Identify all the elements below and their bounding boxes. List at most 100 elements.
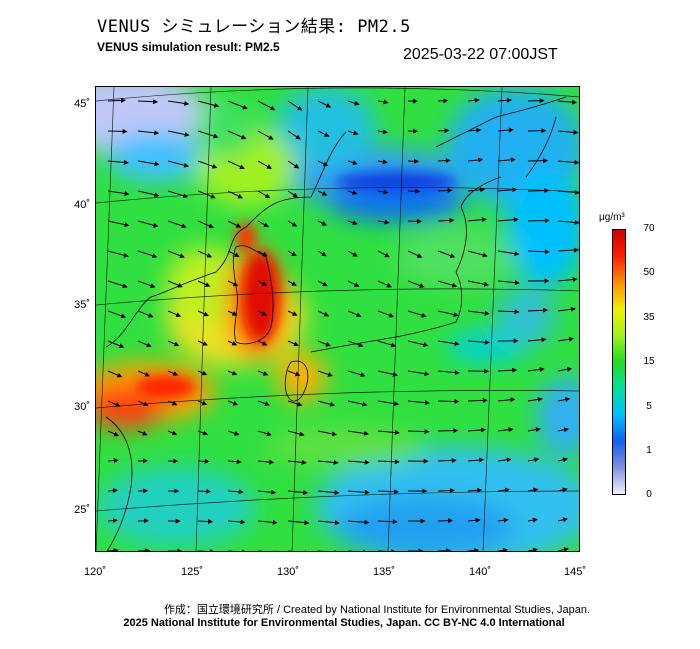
- wind-arrow: [407, 429, 430, 435]
- wind-arrow: [527, 249, 550, 255]
- wind-arrow: [227, 130, 247, 140]
- wind-arrow: [467, 517, 481, 523]
- wind-arrow: [288, 550, 310, 551]
- title-english: VENUS simulation result: PM2.5: [97, 40, 280, 54]
- wind-arrow: [287, 520, 310, 526]
- wind-arrow: [257, 489, 277, 495]
- wind-arrow: [557, 159, 579, 165]
- wind-arrow: [557, 397, 571, 402]
- wind-arrow: [377, 519, 398, 525]
- wind-arrow: [347, 459, 370, 465]
- wind-arrow: [167, 100, 190, 106]
- wind-arrow: [287, 430, 305, 437]
- wind-arrow: [107, 488, 119, 494]
- wind-arrow: [317, 160, 329, 167]
- wind-arrow: [497, 157, 516, 163]
- wind-arrow: [287, 100, 303, 111]
- lon-tick-135: 135˚: [372, 566, 396, 578]
- wind-arrow: [317, 280, 328, 287]
- lat-tick-35: 35˚: [74, 299, 90, 311]
- wind-arrow: [227, 519, 246, 525]
- wind-arrow: [137, 400, 149, 406]
- wind-arrow: [437, 370, 460, 376]
- wind-arrow: [137, 340, 152, 348]
- wind-arrow: [527, 547, 538, 551]
- wind-arrow: [437, 398, 460, 404]
- wind-arrow: [377, 459, 400, 465]
- wind-arrow: [167, 130, 190, 137]
- wind-arrow: [497, 367, 518, 373]
- colorbar-label-70: 70: [643, 223, 655, 234]
- wind-arrow: [497, 427, 514, 433]
- wind-arrow: [107, 400, 121, 407]
- wind-arrow: [257, 250, 268, 257]
- wind-arrow: [197, 458, 210, 464]
- wind-arrow: [497, 517, 509, 523]
- wind-arrow: [377, 129, 388, 135]
- wind-arrow: [497, 187, 518, 193]
- wind-arrow: [227, 310, 238, 316]
- wind-arrow: [467, 547, 480, 551]
- colorbar-label-5: 5: [646, 401, 652, 412]
- wind-arrow: [437, 280, 458, 288]
- wind-arrow: [317, 400, 336, 407]
- wind-arrow: [257, 459, 275, 465]
- wind-arrow: [557, 547, 569, 551]
- wind-arrow: [348, 549, 369, 551]
- wind-arrow: [167, 310, 182, 317]
- wind-arrow: [257, 430, 272, 437]
- wind-arrow: [258, 550, 280, 551]
- wind-arrow: [407, 370, 430, 377]
- wind-arrow: [228, 549, 248, 551]
- wind-arrow: [107, 220, 130, 228]
- wind-arrow: [467, 457, 485, 463]
- wind-arrow: [107, 340, 125, 348]
- wind-arrow: [317, 340, 331, 347]
- wind-arrow: [347, 400, 368, 407]
- wind-arrow: [167, 340, 180, 347]
- wind-arrow: [437, 310, 459, 317]
- wind-arrow: [497, 250, 520, 257]
- colorbar: [612, 229, 626, 495]
- wind-arrow: [107, 310, 127, 319]
- colorbar-unit: μg/m³: [599, 212, 625, 223]
- wind-arrow: [377, 219, 390, 225]
- forecast-timestamp: 2025-03-22 07:00JST: [403, 46, 558, 63]
- wind-arrow: [347, 100, 360, 106]
- wind-arrow: [407, 340, 429, 348]
- lat-tick-25: 25˚: [74, 504, 90, 516]
- wind-arrow: [287, 490, 309, 495]
- wind-arrow: [257, 280, 268, 286]
- wind-arrow: [497, 487, 510, 493]
- wind-arrow: [377, 250, 390, 258]
- wind-arrow: [467, 339, 490, 345]
- wind-arrow: [557, 306, 576, 312]
- wind-arrow: [527, 397, 543, 402]
- wind-arrow: [317, 459, 339, 465]
- wind-arrow: [467, 97, 480, 103]
- wind-arrow: [257, 310, 267, 316]
- wind-arrow: [347, 519, 370, 525]
- wind-arrow: [197, 340, 208, 346]
- wind-arrow: [257, 130, 274, 140]
- wind-arrow: [257, 340, 268, 346]
- lon-tick-125: 125˚: [180, 566, 204, 578]
- wind-arrow: [137, 190, 160, 198]
- wind-arrow: [167, 220, 187, 229]
- wind-arrow: [377, 99, 389, 105]
- wind-arrow: [497, 547, 509, 551]
- wind-arrow: [257, 160, 272, 169]
- wind-arrow: [497, 127, 514, 133]
- wind-arrow: [557, 219, 579, 225]
- wind-arrow: [377, 400, 400, 407]
- wind-arrow: [137, 130, 160, 136]
- wind-arrow: [377, 189, 389, 195]
- wind-arrow: [437, 128, 450, 134]
- lon-tick-145: 145˚: [563, 566, 587, 578]
- wind-arrow: [227, 220, 242, 228]
- wind-arrow: [467, 217, 487, 223]
- wind-arrow: [347, 250, 358, 257]
- wind-arrow: [467, 280, 490, 287]
- credit-line-1: 作成：国立環境研究所 / Created by National Institu…: [163, 604, 591, 616]
- wind-arrow: [437, 518, 453, 524]
